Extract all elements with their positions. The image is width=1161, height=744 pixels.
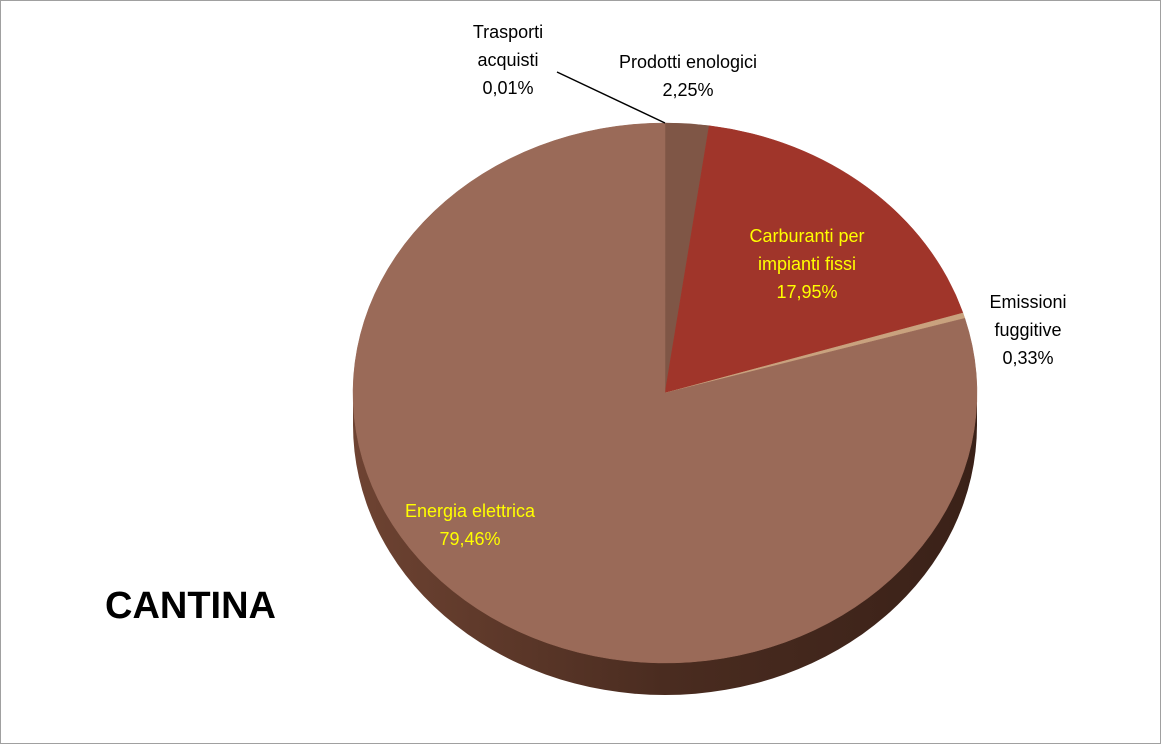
category-label: Prodotti enologici — [618, 52, 758, 72]
data-label: Energia elettrica 79,46% — [350, 497, 590, 553]
data-label: Carburanti per impianti fissi 17,95% — [720, 222, 895, 306]
data-label: Emissioni fuggitive 0,33% — [978, 288, 1078, 372]
leader-line — [556, 71, 666, 124]
pie-slice — [352, 122, 978, 664]
category-label: Energia elettrica — [404, 501, 536, 521]
category-label: Emissioni fuggitive — [989, 292, 1067, 340]
value-label: 17,95% — [776, 282, 838, 302]
pie-slice — [664, 125, 964, 394]
data-label: Trasporti acquisti 0,01% — [458, 18, 558, 102]
value-label: 2,25% — [662, 80, 714, 100]
value-label: 0,33% — [1002, 348, 1054, 368]
category-label: Trasporti acquisti — [472, 22, 544, 70]
value-label: 79,46% — [439, 529, 501, 549]
category-label: Carburanti per impianti fissi — [749, 226, 865, 274]
data-label: Prodotti enologici 2,25% — [568, 48, 808, 104]
value-label: 0,01% — [482, 78, 534, 98]
chart-title: CANTINA — [105, 585, 276, 627]
